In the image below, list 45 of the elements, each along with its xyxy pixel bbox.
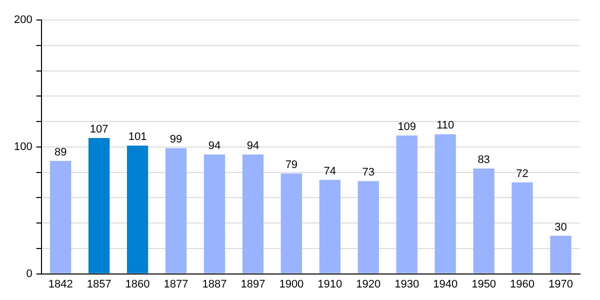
bar — [550, 236, 572, 274]
x-tick-label: 1842 — [48, 278, 73, 290]
bar — [434, 134, 456, 274]
y-tick-label: 200 — [14, 14, 32, 26]
data-label: 89 — [54, 146, 67, 158]
x-tick-label: 1897 — [240, 278, 266, 290]
data-label: 72 — [516, 168, 528, 180]
bar — [280, 174, 302, 274]
x-tick-label: 1950 — [472, 278, 496, 290]
bar — [50, 160, 72, 274]
bar — [88, 138, 110, 274]
bar — [396, 135, 418, 274]
data-label: 73 — [362, 166, 375, 179]
x-tick-label: 1887 — [202, 278, 227, 290]
x-tick-label: 1960 — [510, 278, 535, 290]
bar — [242, 154, 264, 274]
data-label: 110 — [436, 120, 454, 132]
x-tick-label: 1860 — [125, 278, 150, 290]
data-label: 74 — [324, 165, 336, 178]
data-label: 109 — [398, 121, 416, 134]
data-label: 107 — [90, 124, 108, 136]
x-tick-label: 1857 — [86, 278, 112, 290]
x-tick-label: 1900 — [279, 278, 304, 290]
bar — [165, 148, 187, 274]
x-tick-label: 1910 — [318, 278, 342, 290]
data-label: 30 — [554, 221, 567, 234]
data-label: 79 — [285, 159, 298, 172]
x-tick-label: 1970 — [548, 278, 574, 290]
data-label: 99 — [170, 134, 182, 146]
bar — [473, 168, 494, 274]
bar — [358, 181, 379, 274]
bar — [204, 154, 226, 274]
data-label: 83 — [478, 154, 490, 166]
data-label: 94 — [246, 140, 260, 152]
bar — [512, 182, 533, 274]
data-label: 94 — [208, 140, 221, 152]
x-tick-label: 1930 — [394, 278, 420, 290]
data-label: 101 — [128, 131, 147, 144]
y-tick-label: 0 — [26, 268, 32, 280]
y-tick-label: 100 — [14, 140, 32, 153]
bar — [319, 180, 340, 274]
bar — [126, 146, 148, 274]
x-tick-label: 1920 — [356, 278, 381, 290]
x-tick-label: 1940 — [433, 278, 458, 290]
x-tick-label: 1877 — [164, 278, 188, 290]
